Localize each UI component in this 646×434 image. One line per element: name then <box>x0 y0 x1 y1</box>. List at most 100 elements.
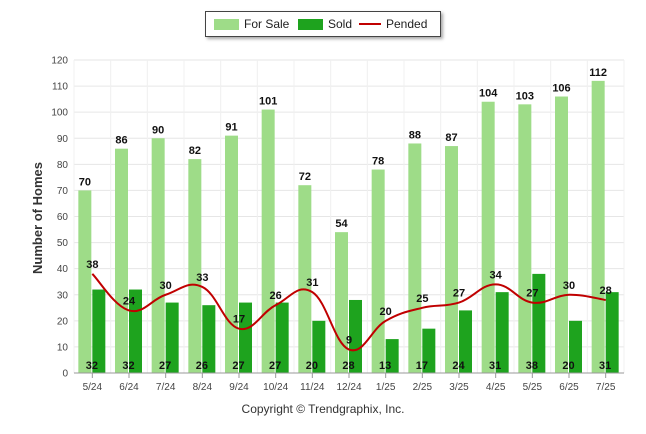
sold-value-label: 32 <box>122 360 134 372</box>
legend-item-sold[interactable]: Sold <box>298 12 352 36</box>
for-sale-value-label: 82 <box>189 145 201 157</box>
x-tick-label: 7/25 <box>596 382 616 393</box>
for-sale-value-label: 112 <box>589 67 607 79</box>
x-tick-label: 12/24 <box>336 382 361 393</box>
for-sale-value-label: 88 <box>409 129 421 141</box>
gridlines <box>73 59 625 374</box>
x-tick-label: 6/25 <box>559 382 579 393</box>
for-sale-value-label: 86 <box>115 135 127 147</box>
legend-item-for-sale[interactable]: For Sale <box>214 12 289 36</box>
sold-bar <box>92 289 106 373</box>
x-tick-label: 11/24 <box>300 382 325 393</box>
pended-value-label: 30 <box>563 280 575 292</box>
for-sale-value-label: 101 <box>259 96 277 108</box>
y-tick-label: 90 <box>57 134 69 145</box>
for-sale-bar <box>261 109 275 373</box>
y-tick-label: 10 <box>57 342 69 353</box>
x-tick-label: 10/24 <box>263 382 288 393</box>
legend: For Sale Sold Pended <box>205 11 441 37</box>
axes: 0 10 20 30 40 50 60 70 80 90 100 110 120 5/24 6/24 7/24… <box>51 56 624 393</box>
sold-value-label: 17 <box>416 360 428 372</box>
pended-value-label: 26 <box>270 290 282 302</box>
sold-bar <box>495 292 509 373</box>
for-sale-bar <box>371 169 385 373</box>
for-sale-value-label: 72 <box>299 171 311 183</box>
y-axis-title: Number of Homes <box>30 162 45 274</box>
pended-value-label: 31 <box>306 277 318 289</box>
legend-label-sold: Sold <box>328 17 353 31</box>
y-tick-label: 20 <box>57 316 69 327</box>
y-tick-label: 80 <box>57 160 69 171</box>
x-tick-label: 2/25 <box>413 382 433 393</box>
for-sale-value-label: 91 <box>225 122 237 134</box>
sold-swatch <box>298 18 323 30</box>
sold-value-label: 20 <box>306 360 318 372</box>
sold-bar <box>605 292 619 373</box>
for-sale-value-label: 70 <box>79 176 91 188</box>
for-sale-bar <box>481 101 495 373</box>
x-tick-label: 5/25 <box>523 382 543 393</box>
sold-value-label: 38 <box>526 360 538 372</box>
sold-value-label: 27 <box>232 360 244 372</box>
sold-bar <box>385 339 399 373</box>
y-tick-label: 40 <box>57 264 69 275</box>
x-tick-label: 9/24 <box>229 382 249 393</box>
sold-value-label: 27 <box>159 360 171 372</box>
pended-value-label: 28 <box>600 285 612 297</box>
for-sale-bar <box>555 96 568 374</box>
for-sale-value-label: 103 <box>516 90 534 102</box>
copyright-footer: Copyright © Trendgraphix, Inc. <box>241 402 405 416</box>
pended-value-label: 34 <box>490 269 503 281</box>
sold-bar <box>239 302 252 373</box>
pended-line <box>91 273 606 352</box>
sold-value-label: 32 <box>86 360 98 372</box>
y-tick-label: 100 <box>51 108 68 119</box>
pended-value-label: 33 <box>196 272 208 284</box>
y-tick-label: 50 <box>57 238 69 249</box>
pended-value-label: 27 <box>453 288 465 300</box>
sold-value-label: 20 <box>562 360 574 372</box>
sold-bar <box>349 299 362 373</box>
sold-bar <box>312 320 326 373</box>
legend-label-for-sale: For Sale <box>244 17 290 31</box>
sold-value-label: 26 <box>196 360 208 372</box>
data-labels: 70 32 86 32 90 27 82 26 91 27 101 27 72 20 54 28 78 13 88 1… <box>79 67 612 372</box>
for-sale-bar <box>445 146 458 373</box>
sold-bar <box>569 320 582 373</box>
x-tick-label: 6/24 <box>119 382 139 393</box>
for-sale-value-label: 90 <box>152 124 164 136</box>
pended-value-label: 20 <box>380 306 392 318</box>
sold-bar <box>275 302 289 373</box>
for-sale-bar <box>298 185 312 373</box>
for-sale-bar <box>151 138 165 373</box>
sold-bar <box>165 302 179 373</box>
y-tick-label: 70 <box>57 186 69 197</box>
sold-bar <box>459 310 472 373</box>
for-sale-bar <box>78 190 92 373</box>
y-tick-label: 0 <box>62 369 68 380</box>
y-tick-label: 110 <box>52 82 68 93</box>
sold-value-label: 28 <box>342 360 354 372</box>
pended-value-label: 27 <box>526 288 538 300</box>
sold-value-label: 27 <box>269 360 281 372</box>
pended-value-label: 24 <box>123 295 136 307</box>
for-sale-value-label: 78 <box>372 156 384 168</box>
pended-swatch <box>359 23 381 25</box>
for-sale-bar <box>225 135 238 373</box>
for-sale-value-label: 87 <box>445 132 457 144</box>
x-tick-label: 5/24 <box>83 382 103 393</box>
sold-bar <box>202 305 216 373</box>
pended-line-series <box>91 273 606 352</box>
legend-item-pended[interactable]: Pended <box>359 12 427 36</box>
x-tick-label: 8/24 <box>193 382 213 393</box>
for-sale-value-label: 54 <box>335 218 348 230</box>
x-tick-label: 4/25 <box>486 382 506 393</box>
x-tick-label: 7/24 <box>156 382 176 393</box>
for-sale-bar <box>188 159 202 373</box>
sold-value-label: 31 <box>489 360 501 372</box>
sold-bar <box>532 273 546 373</box>
x-tick-label: 1/25 <box>376 382 396 393</box>
sold-bar <box>422 328 436 373</box>
pended-value-label: 25 <box>416 293 428 305</box>
